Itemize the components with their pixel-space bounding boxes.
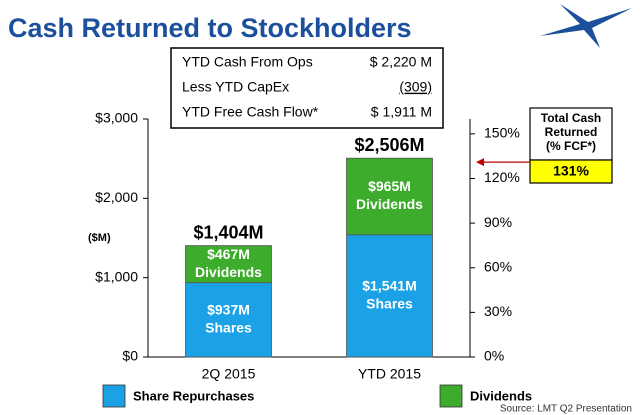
source: Source: LMT Q2 Presentation (500, 404, 632, 415)
bar-segment (346, 157, 433, 236)
y2-tick-label: 90% (484, 214, 512, 230)
y2-tick-label: 150% (484, 125, 520, 141)
bar-value-label: $467M (207, 246, 250, 262)
legend-swatch (439, 384, 463, 408)
y2-tick-label: 0% (484, 348, 504, 364)
bar-segment-label: Shares (366, 296, 413, 312)
table-value: (309) (399, 79, 432, 95)
y-tick-label: $2,000 (95, 189, 138, 205)
y-tick-label: $3,000 (95, 110, 138, 126)
bar-segment-label: Shares (205, 320, 252, 336)
arrow-head (476, 158, 484, 167)
legend-label: Dividends (470, 388, 532, 403)
x-tick-label: YTD 2015 (358, 366, 421, 382)
bar-value-label: $1,541M (362, 278, 416, 294)
y-axis-label: ($M) (88, 232, 111, 244)
bar-segment-label: Dividends (356, 196, 423, 212)
annotation-value: 131% (553, 163, 589, 179)
y2-tick-label: 60% (484, 258, 512, 274)
table-value: $ 2,220 M (370, 54, 432, 70)
y2-tick-label: 120% (484, 169, 520, 185)
annotation-box (529, 107, 613, 161)
logo (540, 4, 632, 48)
y2-tick-label: 30% (484, 303, 512, 319)
bar-value-label: $937M (207, 302, 250, 318)
y-tick-label: $1,000 (95, 268, 138, 284)
table-label: YTD Cash From Ops (182, 54, 313, 70)
annotation-text: Total Cash (541, 111, 601, 125)
table-value: $ 1,911 M (371, 104, 432, 120)
bar-value-label: $965M (368, 178, 411, 194)
table-label: Less YTD CapEx (182, 79, 289, 95)
bar-segment (185, 245, 272, 284)
bar-total-label: $2,506M (354, 135, 424, 155)
legend-swatch (102, 384, 126, 408)
chart-title: Cash Returned to Stockholders (8, 13, 412, 43)
bar-segment (346, 234, 433, 358)
table-box (170, 47, 444, 129)
annotation-text: Returned (545, 125, 598, 139)
bar-total-label: $1,404M (193, 222, 263, 242)
y-tick-label: $0 (122, 348, 138, 364)
bar-segment (185, 282, 272, 358)
table-label: YTD Free Cash Flow* (182, 104, 319, 120)
bar-segment-label: Dividends (195, 264, 262, 280)
x-tick-label: 2Q 2015 (202, 366, 256, 382)
legend-label: Share Repurchases (133, 388, 254, 403)
annotation-value-box (529, 159, 613, 184)
annotation-text: (% FCF*) (546, 139, 596, 153)
